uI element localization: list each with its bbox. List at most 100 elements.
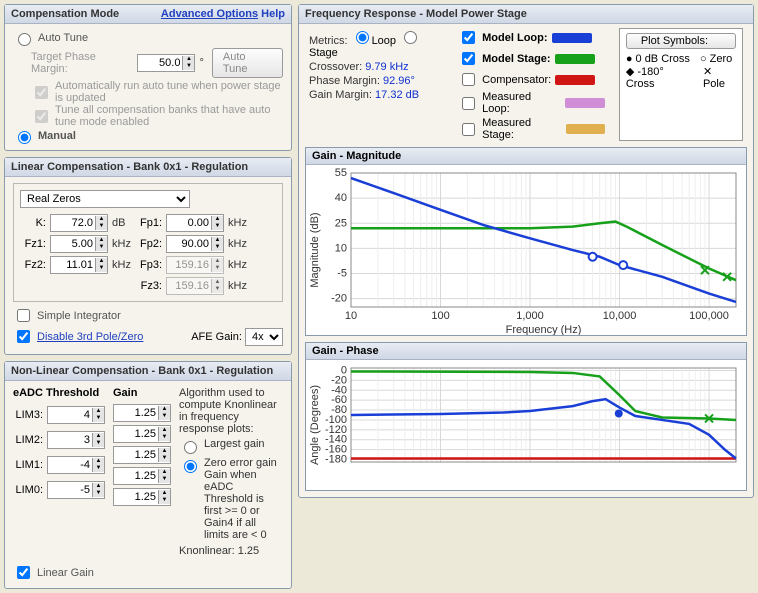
- largest-gain-label: Largest gain: [204, 438, 265, 450]
- simple-integrator-checkbox[interactable]: Simple Integrator: [13, 306, 121, 325]
- linear-comp-title: Linear Compensation - Bank 0x1 - Regulat…: [11, 161, 248, 173]
- svg-text:40: 40: [335, 192, 347, 204]
- svg-text:100,000: 100,000: [689, 310, 729, 322]
- svg-text:-5: -5: [337, 268, 347, 280]
- fz1-unit: kHz: [112, 238, 130, 250]
- help-link[interactable]: Help: [261, 8, 285, 20]
- pm-value: 92.96°: [383, 75, 415, 87]
- model-loop-check[interactable]: Model Loop:: [458, 28, 605, 47]
- linear-comp-panel: Linear Compensation - Bank 0x1 - Regulat…: [4, 157, 292, 355]
- auto-tune-radio-input[interactable]: [18, 33, 31, 46]
- mloop-swatch: [565, 98, 605, 108]
- loop-radio[interactable]: Loop: [351, 35, 396, 47]
- fp1-spin[interactable]: ▲▼: [166, 214, 224, 232]
- nonlinear-title: Non-Linear Compensation - Bank 0x1 - Reg…: [11, 365, 273, 377]
- fp3-label: Fp3:: [134, 259, 162, 271]
- compensation-mode-panel: Compensation Mode Advanced Options Help …: [4, 4, 292, 151]
- zero-error-radio[interactable]: Zero error gain Gain when eADC Threshold…: [179, 457, 283, 541]
- svg-text:25: 25: [335, 217, 347, 229]
- auto-tune-button[interactable]: Auto Tune: [212, 48, 283, 78]
- g3-spin[interactable]: ▲▼: [113, 467, 171, 485]
- spin-down[interactable]: ▼: [182, 63, 194, 70]
- knon-value: 1.25: [238, 545, 259, 557]
- fp1-unit: kHz: [228, 217, 252, 229]
- metrics-label: Metrics:: [309, 35, 348, 47]
- manual-label: Manual: [38, 130, 76, 142]
- measured-loop-check[interactable]: Measured Loop:: [458, 91, 605, 115]
- manual-radio[interactable]: Manual: [13, 128, 283, 144]
- auto-run-label: Automatically run auto tune when power s…: [55, 80, 283, 104]
- spin-up[interactable]: ▲: [182, 56, 194, 63]
- disable-3rd-checkbox[interactable]: Disable 3rd Pole/Zero: [13, 327, 143, 346]
- lim1-spin[interactable]: ▲▼: [47, 456, 105, 474]
- phase-plot: Gain - Phase -180-160-140-120-100-80-60-…: [305, 342, 747, 491]
- target-phase-input[interactable]: [138, 55, 182, 71]
- fz2-label: Fz2:: [20, 259, 46, 271]
- alg-text: Algorithm used to compute Knonlinear in …: [179, 387, 283, 435]
- g0-spin[interactable]: ▲▼: [113, 404, 171, 422]
- lim0-spin[interactable]: ▲▼: [47, 481, 105, 499]
- nonlinear-panel: Non-Linear Compensation - Bank 0x1 - Reg…: [4, 361, 292, 589]
- compensator-check[interactable]: Compensator:: [458, 70, 605, 89]
- auto-tune-label: Auto Tune: [38, 32, 88, 44]
- svg-text:10: 10: [335, 242, 347, 254]
- crossover-label: Crossover:: [309, 61, 362, 73]
- svg-text:Angle (Degrees): Angle (Degrees): [309, 385, 321, 465]
- disable-3rd-link[interactable]: Disable 3rd Pole/Zero: [37, 331, 143, 343]
- plot-symbols-box: Plot Symbols: ● 0 dB Cross○ Zero ◆ -180°…: [619, 28, 743, 141]
- lim2-label: LIM2:: [13, 434, 43, 446]
- largest-gain-radio[interactable]: Largest gain: [179, 438, 283, 454]
- auto-run-checkbox: Automatically run auto tune when power s…: [31, 80, 283, 104]
- lim3-label: LIM3:: [13, 409, 43, 421]
- advanced-options-link[interactable]: Advanced Options: [161, 8, 258, 20]
- knon-label: Knonlinear:: [179, 545, 235, 557]
- k-unit: dB: [112, 217, 130, 229]
- measured-stage-check[interactable]: Measured Stage:: [458, 117, 605, 141]
- fz3-label: Fz3:: [134, 280, 162, 292]
- gm-value: 17.32 dB: [375, 89, 419, 101]
- comp-swatch: [555, 75, 595, 85]
- freq-response-panel: Frequency Response - Model Power Stage M…: [298, 4, 754, 498]
- phase-chart: -180-160-140-120-100-80-60-40-200Angle (…: [306, 360, 746, 490]
- lim3-spin[interactable]: ▲▼: [47, 406, 105, 424]
- plot-symbols-button[interactable]: Plot Symbols:: [626, 33, 736, 49]
- sym-0db: ● 0 dB Cross: [626, 53, 690, 65]
- zeros-select[interactable]: Real Zeros: [20, 190, 190, 208]
- target-phase-spin[interactable]: ▲▼: [137, 54, 195, 72]
- afe-gain-select[interactable]: 4x: [245, 328, 283, 346]
- phase-title: Gain - Phase: [306, 343, 746, 360]
- gain-header: Gain: [113, 387, 171, 399]
- svg-text:55: 55: [335, 167, 347, 179]
- svg-text:Magnitude (dB): Magnitude (dB): [309, 212, 321, 287]
- k-spin[interactable]: ▲▼: [50, 214, 108, 232]
- magnitude-title: Gain - Magnitude: [306, 148, 746, 165]
- lim2-spin[interactable]: ▲▼: [47, 431, 105, 449]
- fp3-unit: kHz: [228, 259, 252, 271]
- fp2-spin[interactable]: ▲▼: [166, 235, 224, 253]
- linear-gain-checkbox[interactable]: Linear Gain: [13, 563, 283, 582]
- simple-integrator-label: Simple Integrator: [37, 310, 121, 322]
- tune-all-checkbox: Tune all compensation banks that have au…: [31, 104, 283, 128]
- sym-180: ◆ -180° Cross: [626, 65, 693, 90]
- zero-error-label: Zero error gain Gain when eADC Threshold…: [204, 457, 283, 541]
- svg-text:0: 0: [341, 364, 347, 376]
- loop-swatch: [552, 33, 592, 43]
- model-stage-check[interactable]: Model Stage:: [458, 49, 605, 68]
- auto-run-checkbox-input: [35, 86, 48, 99]
- crossover-value: 9.79 kHz: [365, 61, 408, 73]
- fp2-label: Fp2:: [134, 238, 162, 250]
- g2-spin[interactable]: ▲▼: [113, 446, 171, 464]
- freq-response-title: Frequency Response - Model Power Stage: [305, 8, 527, 20]
- g1-spin[interactable]: ▲▼: [113, 425, 171, 443]
- thresh-header: eADC Threshold: [13, 387, 105, 399]
- lim0-label: LIM0:: [13, 484, 43, 496]
- fz2-unit: kHz: [112, 259, 130, 271]
- manual-radio-input[interactable]: [18, 131, 31, 144]
- fz2-spin[interactable]: ▲▼: [50, 256, 108, 274]
- svg-text:10: 10: [345, 310, 357, 322]
- g4-spin[interactable]: ▲▼: [113, 488, 171, 506]
- svg-text:Frequency (Hz): Frequency (Hz): [506, 324, 582, 335]
- target-phase-unit: °: [199, 57, 203, 69]
- fz1-spin[interactable]: ▲▼: [50, 235, 108, 253]
- auto-tune-radio[interactable]: Auto Tune: [13, 30, 283, 46]
